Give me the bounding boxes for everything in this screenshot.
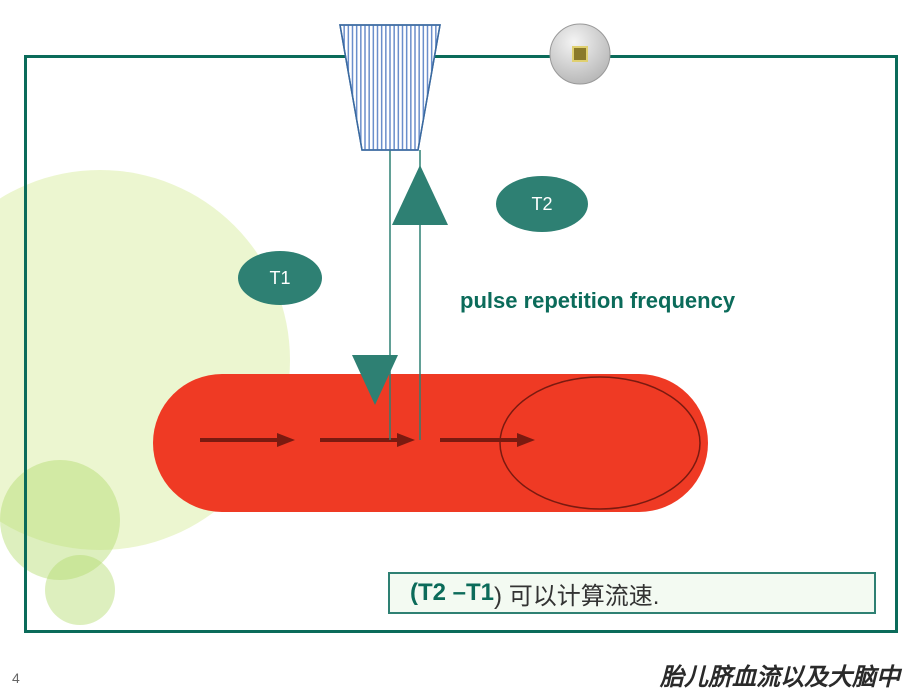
- t1-label: T1: [269, 268, 290, 289]
- formula-box: (T2 –T1) 可以计算流速.: [388, 572, 876, 614]
- t2-marker: T2: [496, 176, 588, 232]
- t2-label: T2: [531, 194, 552, 215]
- receive-triangle-icon: [392, 165, 448, 225]
- page-number: 4: [12, 670, 20, 686]
- footer-title: 胎儿脐血流以及大脑中: [660, 657, 900, 692]
- t1-marker: T1: [238, 251, 322, 305]
- formula-part2: ) 可以计算流速.: [494, 576, 659, 611]
- blood-vessel: [153, 374, 708, 512]
- formula-part1: (T2 –T1: [410, 579, 494, 607]
- decorative-button-inner-icon: [573, 47, 587, 61]
- prf-label: pulse repetition frequency: [460, 288, 735, 314]
